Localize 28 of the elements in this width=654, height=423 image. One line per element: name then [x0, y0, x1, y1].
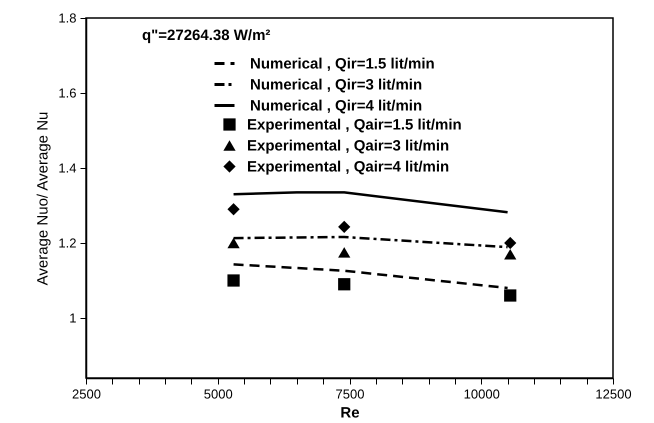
point [504, 289, 516, 302]
point [227, 203, 240, 216]
point [227, 274, 240, 287]
x-tick-label: 2500 [72, 386, 101, 402]
legend-label: Numerical , Qir=1.5 lit/min [250, 56, 435, 72]
point [504, 248, 516, 260]
x-tick-label: 7500 [336, 386, 364, 402]
y-tick-label: 1.8 [58, 10, 76, 26]
annotation: q"=27264.38 W/m² [142, 27, 270, 44]
point [338, 220, 350, 233]
x-tick-label: 10000 [464, 386, 500, 402]
y-axis-title: Average Nuo/ Average Nu [34, 112, 52, 286]
legend-label: Numerical , Qir=4 lit/min [250, 98, 422, 114]
y-tick-label: 1 [69, 310, 76, 326]
x-axis-title: Re [340, 404, 360, 422]
legend-label: Experimental , Qair=4 lit/min [247, 158, 450, 176]
point [338, 278, 350, 290]
point [338, 247, 350, 258]
legend-label: Numerical , Qir=3 lit/min [250, 76, 422, 94]
legend-label: Experimental , Qair=1.5 lit/min [247, 116, 462, 134]
x-tick-label: 5000 [204, 386, 233, 402]
y-tick-label: 1.2 [58, 236, 76, 250]
y-tick-label: 1.4 [58, 160, 76, 176]
x-tick-label: 12500 [595, 386, 632, 402]
point [227, 238, 240, 248]
legend-label: Experimental , Qair=3 lit/min [247, 138, 450, 154]
point [504, 236, 516, 250]
y-tick-label: 1.6 [58, 86, 76, 100]
